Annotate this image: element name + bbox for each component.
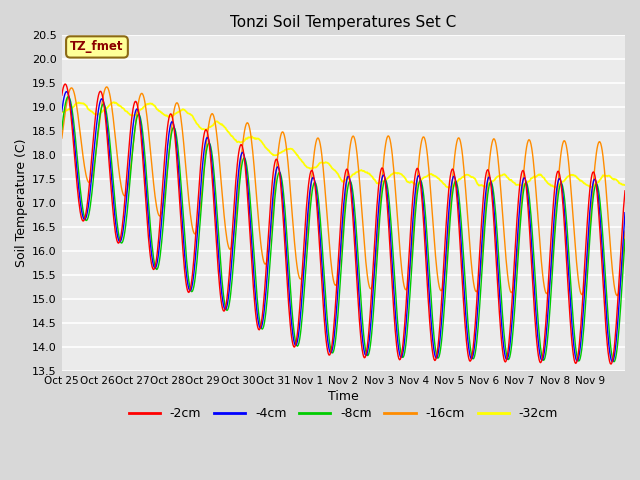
-4cm: [58, 108, 66, 114]
-8cm: [65, 94, 72, 99]
-32cm: [256, 137, 264, 143]
-4cm: [434, 352, 442, 358]
-2cm: [607, 361, 615, 367]
-16cm: [125, 180, 132, 186]
-16cm: [58, 135, 66, 141]
Legend: -2cm, -4cm, -8cm, -16cm, -32cm: -2cm, -4cm, -8cm, -16cm, -32cm: [124, 402, 563, 425]
-16cm: [278, 131, 285, 136]
-8cm: [621, 237, 629, 242]
-32cm: [228, 133, 236, 139]
-2cm: [61, 81, 69, 87]
-8cm: [434, 355, 442, 361]
-2cm: [125, 149, 132, 155]
Line: -16cm: -16cm: [62, 87, 625, 296]
Text: TZ_fmet: TZ_fmet: [70, 40, 124, 53]
Y-axis label: Soil Temperature (C): Soil Temperature (C): [15, 139, 28, 267]
-4cm: [609, 359, 616, 365]
-8cm: [610, 359, 618, 365]
Line: -8cm: -8cm: [62, 96, 625, 362]
-32cm: [125, 110, 132, 116]
-2cm: [58, 92, 66, 98]
-2cm: [278, 190, 285, 195]
-8cm: [278, 174, 285, 180]
-4cm: [228, 253, 236, 259]
-16cm: [228, 242, 236, 248]
-32cm: [403, 177, 410, 183]
-16cm: [103, 84, 111, 90]
-4cm: [256, 325, 264, 331]
-16cm: [621, 228, 629, 234]
-32cm: [621, 182, 629, 188]
-32cm: [58, 109, 66, 115]
-2cm: [621, 188, 629, 194]
-32cm: [553, 185, 561, 191]
-16cm: [613, 293, 621, 299]
Line: -4cm: -4cm: [62, 92, 625, 362]
-4cm: [278, 180, 285, 186]
-2cm: [256, 326, 264, 332]
-4cm: [125, 170, 132, 176]
-4cm: [621, 210, 629, 216]
-16cm: [403, 287, 410, 293]
-32cm: [434, 175, 442, 181]
Line: -2cm: -2cm: [62, 84, 625, 364]
-8cm: [125, 193, 132, 199]
-8cm: [58, 127, 66, 132]
-32cm: [278, 149, 285, 155]
-16cm: [434, 275, 442, 280]
-32cm: [110, 99, 118, 105]
-4cm: [403, 320, 410, 326]
-4cm: [63, 89, 71, 95]
-8cm: [256, 320, 264, 326]
Line: -32cm: -32cm: [62, 102, 625, 188]
Title: Tonzi Soil Temperatures Set C: Tonzi Soil Temperatures Set C: [230, 15, 456, 30]
X-axis label: Time: Time: [328, 390, 359, 403]
-16cm: [256, 234, 264, 240]
-8cm: [403, 339, 410, 345]
-2cm: [434, 346, 442, 351]
-2cm: [228, 231, 236, 237]
-8cm: [228, 276, 236, 282]
-2cm: [403, 300, 410, 306]
